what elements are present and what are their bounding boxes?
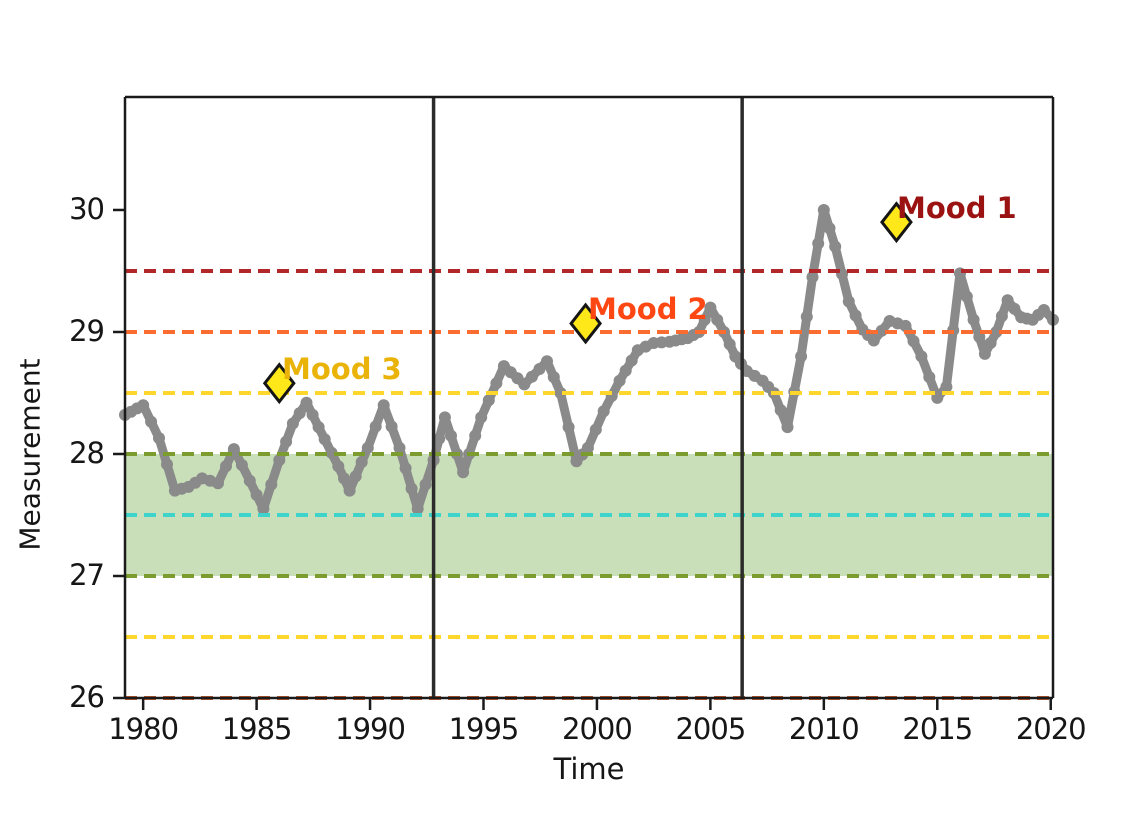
series-marker: [405, 482, 418, 495]
series-marker: [385, 420, 398, 433]
series-marker: [235, 459, 248, 471]
series-marker: [533, 363, 546, 375]
series-marker: [589, 423, 602, 436]
series-marker: [349, 470, 362, 483]
series-marker: [990, 326, 1003, 338]
series-marker: [1037, 304, 1050, 316]
series-marker: [849, 309, 862, 322]
series-marker: [419, 478, 432, 491]
series-marker: [280, 435, 293, 448]
series-marker: [940, 380, 953, 393]
series-marker: [625, 354, 638, 367]
series-marker: [800, 310, 813, 323]
series-marker: [490, 377, 503, 390]
series-marker: [711, 313, 724, 326]
series-marker: [823, 222, 836, 235]
series-marker: [250, 488, 263, 501]
series-marker: [361, 441, 374, 454]
series-marker: [923, 371, 936, 384]
series-marker: [723, 338, 736, 351]
series-marker: [867, 334, 880, 347]
series-marker: [1008, 302, 1021, 315]
series-marker: [541, 355, 553, 368]
series-marker: [562, 421, 575, 434]
series-marker: [812, 237, 825, 250]
series-marker: [1001, 294, 1014, 307]
series-marker: [475, 411, 488, 424]
annotation-diamond-icon: [880, 201, 913, 244]
series-marker: [137, 399, 150, 412]
series-marker: [243, 474, 256, 487]
series-marker: [377, 399, 390, 412]
series-marker: [220, 460, 232, 473]
series-marker: [153, 432, 165, 445]
series-marker: [286, 417, 299, 430]
series-marker: [399, 462, 412, 475]
series-marker: [525, 370, 538, 383]
series-marker: [554, 387, 567, 399]
series-marker: [265, 478, 278, 491]
series-marker: [915, 350, 928, 363]
series-marker: [698, 313, 711, 326]
series-marker: [984, 337, 997, 349]
series-marker: [393, 441, 406, 454]
series-marker: [518, 378, 531, 391]
series-marker: [212, 477, 224, 490]
series-marker: [829, 240, 842, 253]
series-marker: [597, 405, 610, 418]
series-marker: [445, 429, 457, 442]
annotation-diamond-icon: [262, 362, 296, 405]
series-marker: [795, 350, 808, 363]
series-marker: [306, 408, 319, 421]
series-marker: [257, 502, 270, 515]
series-marker: [411, 502, 424, 515]
series-marker: [547, 371, 560, 384]
series-marker: [482, 394, 495, 407]
series-marker: [995, 310, 1008, 323]
series-marker: [312, 421, 325, 434]
series-marker: [781, 421, 794, 434]
series-marker: [438, 411, 451, 424]
series-marker: [704, 301, 717, 314]
series-marker: [332, 460, 345, 473]
series-marker: [145, 415, 158, 428]
series-marker: [907, 335, 920, 348]
series-marker: [338, 472, 350, 485]
series-marker: [469, 429, 482, 442]
series-marker: [613, 374, 626, 387]
series-marker: [293, 407, 306, 420]
series-marker: [619, 364, 632, 377]
series-marker: [978, 347, 991, 360]
series-marker: [161, 458, 173, 471]
series-marker: [433, 432, 446, 445]
series-marker: [343, 484, 356, 497]
series-marker: [581, 441, 594, 454]
series-marker: [457, 466, 470, 479]
series-marker: [842, 295, 855, 308]
series-marker: [369, 420, 382, 433]
series-marker: [273, 454, 286, 467]
annotation-diamond-icon: [569, 302, 603, 345]
series-marker: [806, 271, 819, 284]
series-marker: [875, 324, 888, 337]
series-marker: [817, 204, 830, 216]
series-marker: [967, 313, 980, 326]
series-marker: [960, 290, 973, 303]
series-marker: [774, 404, 787, 417]
series-marker: [355, 456, 368, 469]
series-marker: [899, 319, 912, 332]
series-marker: [300, 396, 313, 409]
series-marker: [318, 433, 331, 446]
